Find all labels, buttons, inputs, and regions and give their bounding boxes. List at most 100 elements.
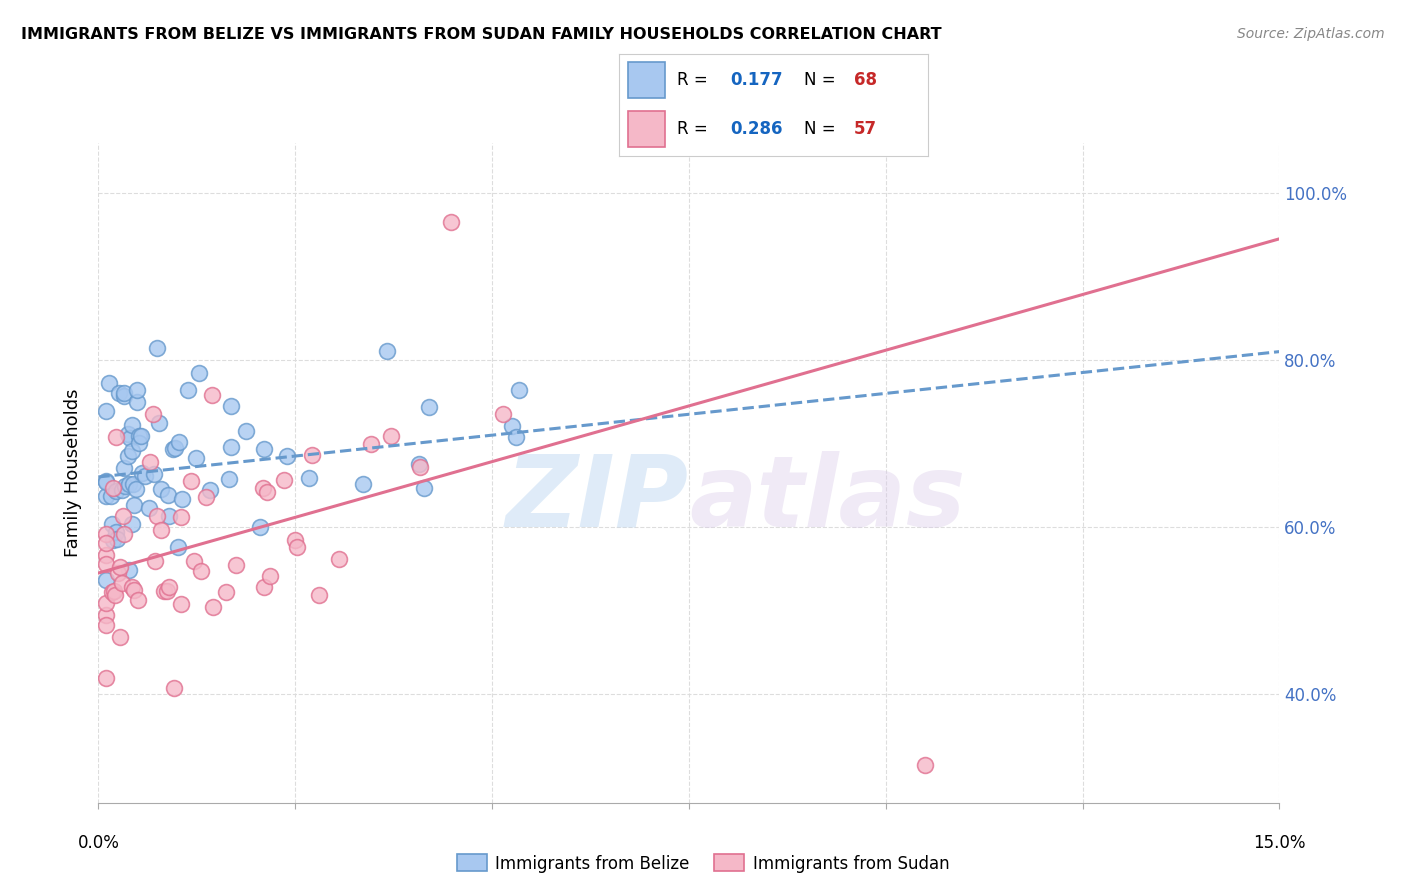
Text: N =: N = [804, 70, 841, 88]
Point [187, 366, 209, 380]
Point [170, 510, 193, 524]
Point [183, 554, 205, 568]
Point [118, 477, 141, 491]
Point [167, 434, 190, 449]
Point [96, 671, 118, 685]
Point [129, 428, 152, 442]
Point [96, 489, 118, 503]
Point [146, 509, 169, 524]
Text: 57: 57 [853, 120, 877, 138]
Point [166, 540, 188, 554]
Point [122, 476, 145, 491]
Point [148, 417, 170, 431]
Point [157, 488, 180, 502]
Point [120, 431, 142, 445]
Point [121, 580, 143, 594]
Text: 68: 68 [853, 70, 877, 88]
Point [107, 566, 129, 581]
Text: Source: ZipAtlas.com: Source: ZipAtlas.com [1237, 27, 1385, 41]
Point [112, 526, 135, 541]
Point [163, 441, 186, 455]
Point [284, 533, 307, 547]
Point [215, 585, 238, 599]
Point [142, 467, 165, 481]
Point [121, 516, 143, 531]
Point [101, 584, 124, 599]
Point [253, 580, 276, 594]
Text: ZIP: ZIP [506, 450, 689, 548]
Point [105, 484, 128, 499]
Point [156, 583, 179, 598]
Point [143, 554, 166, 568]
Point [124, 583, 146, 598]
Point [256, 485, 278, 500]
Point [121, 443, 143, 458]
Text: atlas: atlas [689, 450, 966, 548]
Text: 15.0%: 15.0% [1253, 834, 1306, 852]
Legend: Immigrants from Belize, Immigrants from Sudan: Immigrants from Belize, Immigrants from … [450, 847, 956, 880]
Point [138, 501, 160, 516]
Point [96, 607, 118, 622]
Point [301, 448, 323, 462]
Point [914, 758, 936, 772]
Point [114, 478, 136, 492]
Point [219, 440, 242, 454]
Point [219, 399, 242, 413]
Point [103, 481, 125, 495]
Point [111, 508, 134, 523]
Text: 0.286: 0.286 [730, 120, 783, 138]
Point [249, 520, 271, 534]
Point [121, 417, 143, 432]
Point [96, 618, 118, 632]
Point [103, 584, 125, 599]
Point [328, 552, 350, 566]
Point [111, 483, 134, 497]
Text: 0.0%: 0.0% [77, 834, 120, 852]
Text: R =: R = [678, 120, 713, 138]
Point [96, 535, 118, 549]
Point [131, 466, 153, 480]
Point [276, 449, 298, 463]
Point [117, 449, 139, 463]
Point [201, 388, 224, 402]
Text: 0.177: 0.177 [730, 70, 783, 88]
Point [408, 457, 430, 471]
Point [259, 568, 281, 582]
Point [163, 681, 186, 696]
Point [146, 341, 169, 355]
Point [218, 472, 240, 486]
Point [139, 455, 162, 469]
Point [170, 597, 193, 611]
Point [96, 475, 118, 489]
Point [112, 461, 135, 475]
Point [127, 592, 149, 607]
Point [108, 560, 131, 574]
Point [108, 386, 131, 401]
Point [253, 442, 276, 457]
Point [125, 383, 148, 397]
Point [273, 474, 295, 488]
Point [418, 401, 440, 415]
Point [157, 580, 180, 594]
Text: N =: N = [804, 120, 841, 138]
Point [105, 532, 128, 546]
Point [285, 541, 308, 555]
Point [409, 460, 432, 475]
Point [101, 533, 124, 548]
Point [104, 588, 127, 602]
Point [225, 558, 247, 573]
Point [96, 557, 118, 571]
Point [118, 563, 141, 577]
Point [124, 483, 146, 497]
Text: R =: R = [678, 70, 713, 88]
Point [112, 385, 135, 400]
Point [491, 407, 513, 421]
Point [96, 573, 118, 587]
Point [162, 442, 184, 456]
Point [157, 509, 180, 524]
Point [180, 475, 202, 489]
Point [235, 424, 257, 438]
Point [96, 596, 118, 610]
Point [105, 429, 128, 443]
Point [252, 481, 274, 495]
